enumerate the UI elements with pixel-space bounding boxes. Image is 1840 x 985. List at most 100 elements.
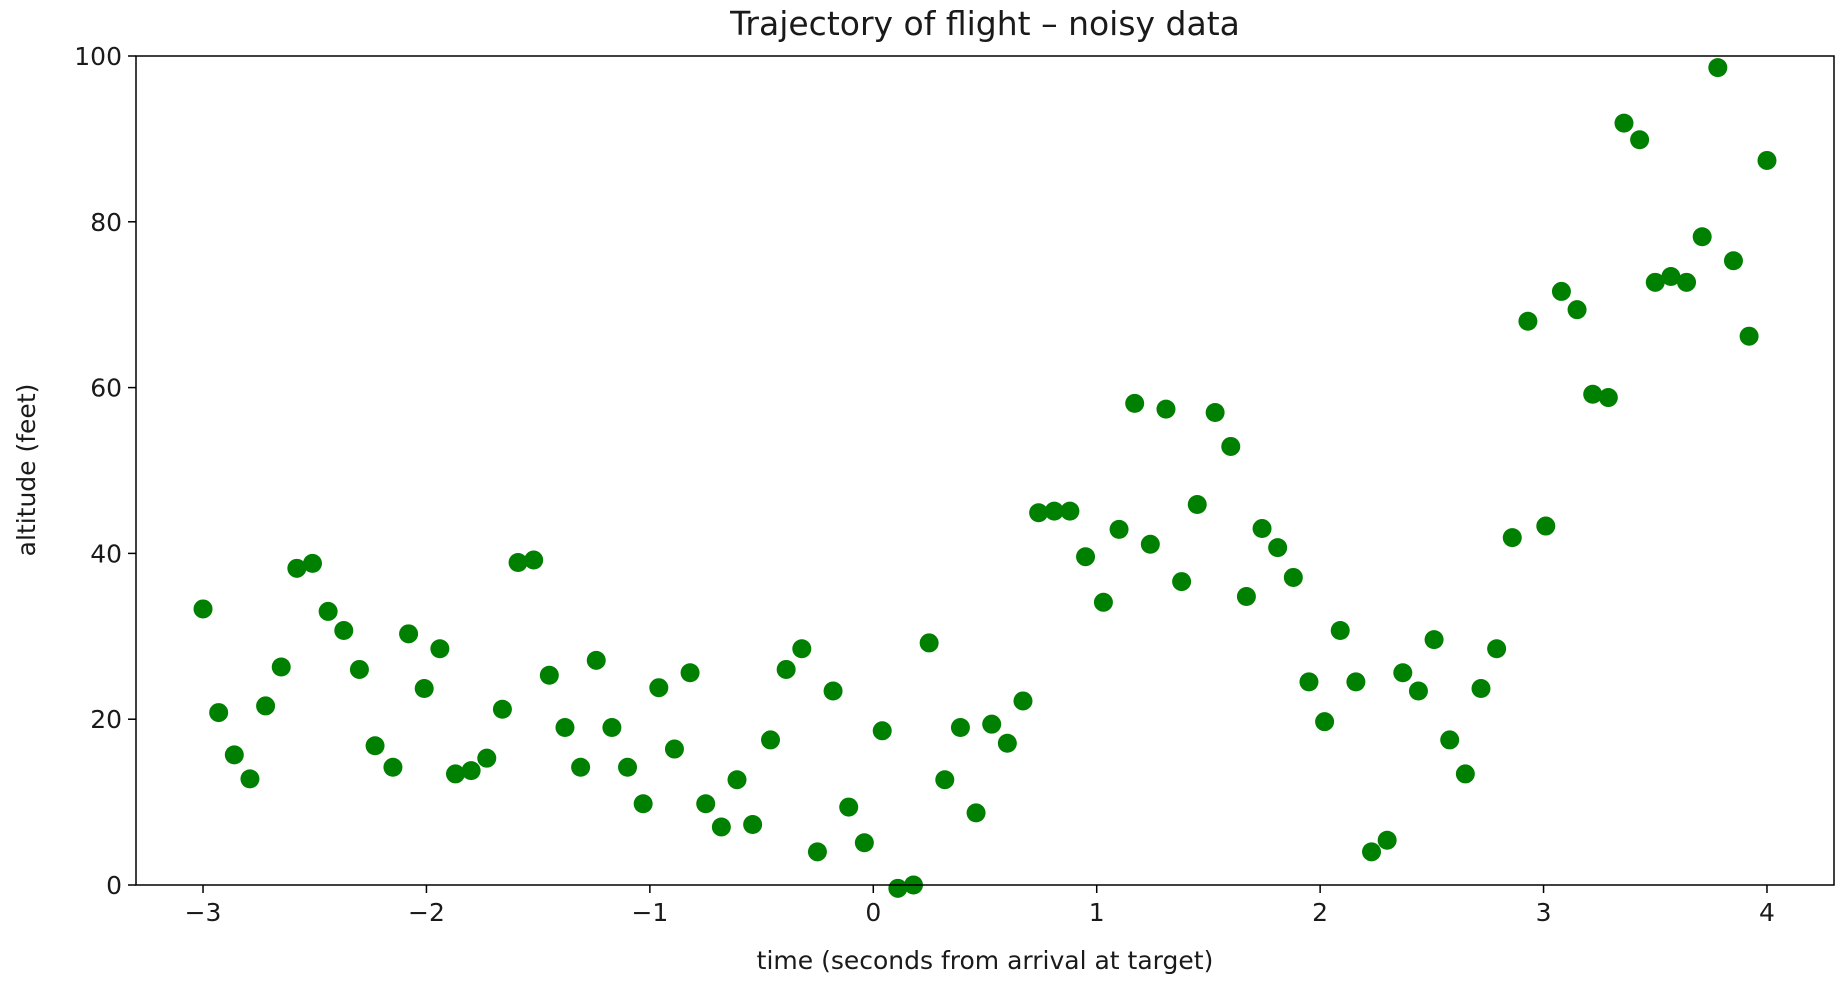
- data-point: [430, 639, 450, 659]
- x-tick-label: 3: [1536, 898, 1552, 927]
- data-point: [365, 736, 385, 756]
- y-tick-label: 40: [90, 539, 122, 568]
- data-point: [1440, 730, 1460, 750]
- data-point: [318, 601, 338, 621]
- data-point: [508, 553, 528, 573]
- data-point: [1487, 639, 1507, 659]
- x-tick-label: 4: [1759, 898, 1775, 927]
- x-tick-label: −2: [408, 898, 445, 927]
- data-point: [649, 678, 669, 698]
- data-point: [761, 730, 781, 750]
- data-point: [1156, 399, 1176, 419]
- data-point: [287, 558, 307, 578]
- data-point: [1187, 494, 1207, 514]
- data-point: [888, 878, 908, 898]
- data-point: [1330, 620, 1350, 640]
- data-point: [872, 721, 892, 741]
- scatter-points: [193, 58, 1777, 898]
- data-point: [1583, 384, 1603, 404]
- data-point: [256, 696, 276, 716]
- data-point: [1362, 842, 1382, 862]
- data-point: [1455, 764, 1475, 784]
- data-point: [982, 714, 1002, 734]
- data-point: [1645, 272, 1665, 292]
- data-point: [950, 717, 970, 737]
- data-point: [1567, 300, 1587, 320]
- data-point: [633, 794, 653, 814]
- data-point: [727, 770, 747, 790]
- data-point: [303, 553, 323, 573]
- data-point: [680, 663, 700, 683]
- data-point: [1236, 587, 1256, 607]
- data-point: [1140, 534, 1160, 554]
- data-point: [1471, 679, 1491, 699]
- data-point: [414, 679, 434, 699]
- y-tick-label: 20: [90, 705, 122, 734]
- x-tick-label: 1: [1089, 898, 1105, 927]
- data-point: [555, 717, 575, 737]
- data-point: [696, 794, 716, 814]
- data-point: [1424, 630, 1444, 650]
- y-axis-label: altitude (feet): [12, 384, 41, 557]
- data-point: [571, 757, 591, 777]
- data-point: [664, 739, 684, 759]
- data-point: [1252, 519, 1272, 539]
- plot-frame: [135, 55, 1835, 886]
- data-point: [618, 757, 638, 777]
- x-tick-label: −1: [631, 898, 668, 927]
- data-point: [1346, 672, 1366, 692]
- data-point: [997, 733, 1017, 753]
- y-tick-label: 100: [74, 42, 122, 71]
- y-tick-label: 60: [90, 374, 122, 403]
- data-point: [1739, 326, 1759, 346]
- chart-title: Trajectory of flight – noisy data: [729, 4, 1240, 43]
- data-point: [334, 620, 354, 640]
- data-point: [1677, 272, 1697, 292]
- data-point: [524, 550, 544, 570]
- data-point: [1661, 267, 1681, 287]
- data-point: [1692, 227, 1712, 247]
- data-point: [1283, 567, 1303, 587]
- data-point: [1630, 130, 1650, 150]
- data-point: [539, 665, 559, 685]
- data-point: [1060, 501, 1080, 521]
- data-point: [209, 703, 229, 723]
- data-point: [1551, 281, 1571, 301]
- data-point: [1125, 393, 1145, 413]
- x-axis-label: time (seconds from arrival at target): [757, 946, 1214, 975]
- x-tick-label: 0: [865, 898, 881, 927]
- data-point: [1299, 672, 1319, 692]
- y-tick-label: 80: [90, 208, 122, 237]
- data-point: [461, 761, 481, 781]
- data-point: [1172, 572, 1192, 592]
- data-point: [1757, 150, 1777, 170]
- x-tick-label: −3: [185, 898, 222, 927]
- data-point: [349, 659, 369, 679]
- data-point: [1315, 712, 1335, 732]
- data-point: [1502, 528, 1522, 548]
- data-point: [839, 797, 859, 817]
- x-tick-label: 2: [1312, 898, 1328, 927]
- data-point: [1536, 516, 1556, 536]
- y-axis: 0 20 40 60 80 100: [74, 42, 136, 900]
- data-point: [743, 814, 763, 834]
- x-axis: −3 −2 −1 0 1 2 3 4: [185, 885, 1775, 927]
- data-point: [602, 717, 622, 737]
- data-point: [1205, 402, 1225, 422]
- data-point: [240, 769, 260, 789]
- data-point: [1109, 519, 1129, 539]
- data-point: [919, 633, 939, 653]
- data-point: [966, 803, 986, 823]
- data-point: [1614, 113, 1634, 133]
- data-point: [1393, 663, 1413, 683]
- data-point: [1377, 830, 1397, 850]
- data-point: [1708, 58, 1728, 78]
- data-point: [1013, 691, 1033, 711]
- data-point: [383, 757, 403, 777]
- data-point: [492, 699, 512, 719]
- data-point: [586, 650, 606, 670]
- data-point: [711, 817, 731, 837]
- data-point: [1029, 503, 1049, 523]
